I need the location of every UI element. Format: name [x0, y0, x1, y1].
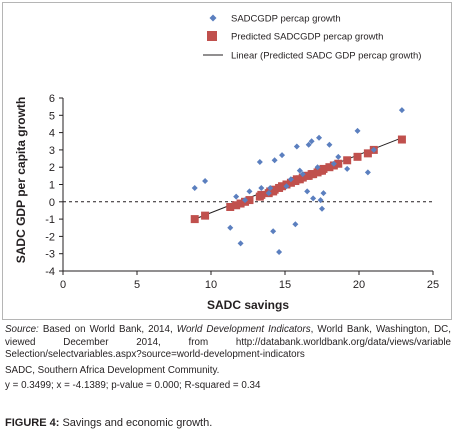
predicted-point — [201, 211, 210, 220]
observed-point — [227, 224, 234, 231]
chart-legend: SADCGDP percap growth Predicted SADCGDP p… — [203, 14, 421, 62]
predicted-point — [309, 170, 318, 179]
observed-point — [246, 188, 253, 195]
observed-point — [279, 152, 286, 159]
y-tick-label: 2 — [49, 162, 55, 174]
y-tick-label: -3 — [45, 249, 55, 261]
figure-label: FIGURE 4: — [5, 417, 60, 429]
figure-frame: -4 -3 -2 -1 0 1 2 3 4 5 6 0 5 10 15 20 25 SADCGDP percap… — [2, 2, 452, 320]
y-tick-label: -2 — [45, 231, 55, 243]
x-axis-title: SADC savings — [207, 298, 289, 312]
predicted-point — [325, 163, 334, 172]
predicted-point — [257, 190, 266, 199]
predicted-point — [343, 156, 352, 165]
predicted-point — [334, 159, 343, 168]
source-title: World Development Indicators — [176, 324, 311, 335]
predicted-point — [363, 149, 372, 158]
source-text-2: , World Bank, Washington, DC, viewed Dec… — [5, 324, 451, 361]
x-tick-label: 15 — [279, 279, 291, 291]
observed-point — [330, 160, 337, 167]
legend-label: Predicted SADCGDP percap growth — [231, 32, 383, 43]
y-tick-label: 5 — [49, 110, 55, 122]
predicted-point — [245, 196, 254, 205]
observed-point — [317, 197, 324, 204]
predicted-point — [319, 164, 328, 173]
observed-point — [299, 171, 306, 178]
legend-label: Linear (Predicted SADC GDP percap growth… — [231, 51, 421, 62]
abbreviation-note: SADC, Southern Africa Development Commun… — [5, 364, 220, 376]
y-tick-label: -4 — [45, 266, 55, 278]
legend-label: SADCGDP percap growth — [231, 14, 341, 25]
observed-point — [296, 167, 303, 174]
predicted-point — [226, 202, 235, 211]
legend-diamond-icon — [209, 14, 217, 22]
predicted-point — [236, 199, 245, 208]
observed-point — [305, 141, 312, 148]
x-tick-label: 5 — [134, 279, 140, 291]
observed-point — [370, 146, 377, 153]
x-tick-label: 0 — [60, 279, 66, 291]
observed-point — [265, 190, 272, 197]
regression-stats: y = 0.3499; x = -4.1389; p-value = 0.000… — [5, 380, 261, 392]
y-tick-label: 4 — [49, 128, 55, 140]
observed-point — [319, 205, 325, 212]
predicted-point — [232, 201, 241, 210]
y-tick-label: 0 — [49, 197, 55, 209]
observed-point — [270, 228, 277, 235]
observed-point — [242, 197, 249, 204]
predicted-point — [278, 182, 287, 191]
observed-point — [287, 176, 294, 183]
axes: -4 -3 -2 -1 0 1 2 3 4 5 6 0 5 10 15 20 25 — [45, 93, 439, 291]
observed-point — [398, 107, 405, 114]
x-tick-label: 10 — [205, 279, 217, 291]
y-axis-title: SADC GDP per capita growth — [14, 97, 28, 263]
observed-point — [258, 184, 265, 191]
observed-point — [283, 183, 290, 190]
figure-caption: FIGURE 4: Savings and economic growth. — [5, 417, 212, 429]
x-tick-label: 25 — [427, 279, 439, 291]
observed-point — [364, 169, 371, 176]
observed-point — [292, 221, 299, 228]
source-label: Source: — [5, 324, 39, 335]
source-text-1: Based on World Bank, 2014, — [38, 324, 177, 335]
observed-point — [256, 159, 263, 166]
predicted-point — [286, 178, 295, 187]
observed-point — [326, 141, 333, 148]
observed-point — [293, 143, 300, 150]
observed-point — [344, 165, 351, 172]
predicted-point — [397, 135, 406, 144]
observed-point — [308, 138, 315, 145]
chart-marks — [190, 107, 406, 255]
predicted-point — [353, 152, 362, 161]
predicted-point — [298, 173, 307, 182]
observed-point — [314, 164, 321, 171]
figure-title: Savings and economic growth. — [59, 417, 213, 429]
predicted-point — [190, 215, 199, 224]
y-tick-label: 6 — [49, 93, 55, 105]
y-tick-label: 3 — [49, 145, 55, 157]
observed-point — [271, 157, 278, 164]
source-note: Source: Based on World Bank, 2014, World… — [5, 324, 451, 362]
observed-point — [267, 184, 274, 191]
observed-point — [316, 134, 323, 141]
observed-point — [335, 153, 342, 160]
observed-point — [304, 188, 311, 195]
predicted-point — [270, 185, 279, 194]
legend-square-icon — [207, 31, 217, 41]
figure-notes: Source: Based on World Bank, 2014, World… — [5, 324, 451, 396]
observed-point — [310, 195, 317, 202]
observed-point — [237, 240, 244, 247]
y-tick-label: 1 — [49, 180, 55, 192]
y-tick-label: -1 — [45, 214, 55, 226]
observed-point — [320, 190, 327, 197]
scatter-chart: -4 -3 -2 -1 0 1 2 3 4 5 6 0 5 10 15 20 25 SADCGDP percap… — [14, 14, 439, 313]
observed-point — [233, 193, 240, 200]
observed-point — [276, 248, 283, 255]
x-tick-label: 20 — [353, 279, 365, 291]
observed-point — [354, 127, 361, 134]
observed-point — [202, 178, 209, 185]
observed-point — [191, 184, 198, 191]
